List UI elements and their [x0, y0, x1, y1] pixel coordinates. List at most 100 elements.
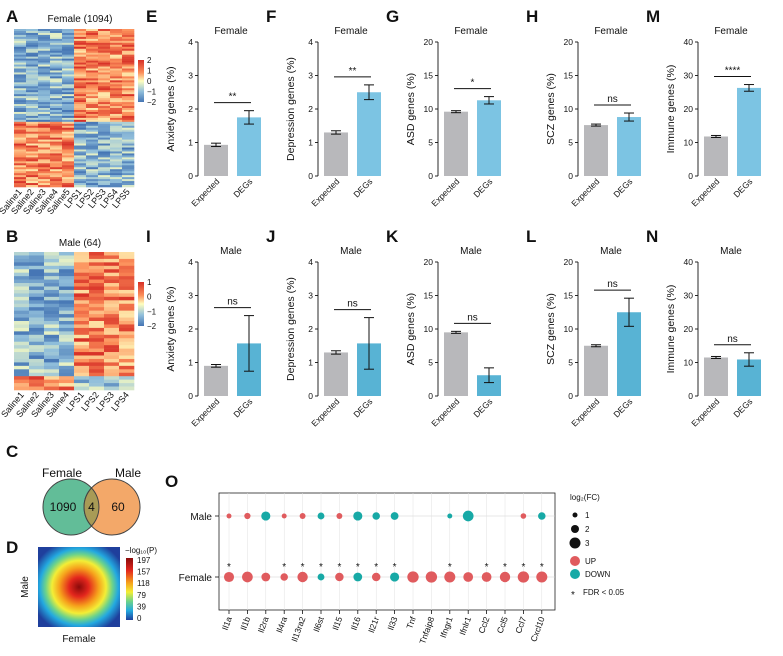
- legend-fdr-label: FDR < 0.05: [583, 588, 625, 597]
- heatmap-cell: [74, 92, 87, 95]
- heatmap-cell: [50, 117, 63, 121]
- heatmap-cell: [26, 173, 39, 176]
- heatmap-cell: [50, 100, 63, 103]
- heatmap-cell: [119, 345, 135, 349]
- heatmap-cell: [74, 133, 87, 136]
- heatmap-cell: [74, 317, 90, 322]
- heatmap-cell: [59, 321, 75, 325]
- heatmap-cell: [38, 117, 51, 121]
- heatmap-cell: [119, 265, 135, 270]
- heatmap-cell: [98, 167, 111, 170]
- heatmap-cell: [86, 50, 99, 53]
- heatmap-cell: [38, 72, 51, 75]
- heatmap-cell: [86, 90, 99, 93]
- heatmap-cell: [110, 137, 123, 140]
- heatmap-cell: [50, 44, 63, 48]
- heatmap-cell: [86, 121, 99, 125]
- heatmap-cell: [86, 98, 99, 101]
- heatmap-cell: [110, 96, 123, 99]
- heatmap-cell: [29, 383, 45, 387]
- heatmap-cell: [74, 310, 90, 315]
- fdr-star: *: [448, 562, 452, 573]
- fdr-star: *: [319, 562, 323, 573]
- heatmap-cell: [44, 252, 60, 256]
- heatmap-cell: [38, 149, 51, 152]
- dot-female-il16: [353, 572, 363, 582]
- heatmap-cell: [14, 115, 27, 119]
- heatmap-cell: [50, 108, 63, 111]
- heatmap-cell: [50, 86, 63, 89]
- x-tick-label: Expected: [189, 176, 221, 208]
- heatmap-cell: [86, 74, 99, 77]
- gene-label: Il4ra: [274, 615, 289, 634]
- dot-male-il1b: [244, 512, 251, 520]
- heatmap-cell: [89, 296, 105, 301]
- heatmap-cell: [14, 163, 27, 166]
- heatmap-cell: [119, 348, 135, 353]
- heatmap-cell: [89, 252, 105, 256]
- dot-female-il1b: [242, 571, 253, 583]
- heatmap-cell: [110, 56, 123, 59]
- heatmap-cell: [122, 169, 135, 172]
- bar-panel-j: J Male 0 1 2 3 4 Depression genes (%) Expected DE…: [266, 227, 381, 428]
- heatmap-cell: [44, 265, 60, 270]
- heatmap-cell: [98, 117, 111, 121]
- heatmap-cell: [14, 183, 27, 186]
- heatmap-cell: [38, 115, 51, 119]
- heatmap-cell: [14, 104, 27, 107]
- heatmap-cell: [50, 76, 63, 79]
- heatmap-legend-bar: [138, 282, 144, 326]
- x-tick-label: Expected: [189, 396, 221, 428]
- heatmap-cell: [44, 283, 60, 287]
- heatmap-cell: [59, 300, 75, 305]
- heatmap-cell: [62, 165, 75, 168]
- heatmap-cell: [14, 383, 30, 387]
- heatmap-cell: [122, 145, 135, 148]
- venn-female-only-count: 1090: [50, 500, 77, 514]
- heatmap-cell: [44, 289, 60, 294]
- heatmap-cell: [98, 109, 111, 113]
- heatmap-cell: [122, 149, 135, 152]
- heatmap-cell: [122, 121, 135, 125]
- heatmap-cell: [26, 111, 39, 115]
- heatmap-cell: [86, 145, 99, 148]
- legend-size-dot-1: [572, 512, 578, 518]
- heatmap-cell: [110, 62, 123, 65]
- rrho-x-axis-label: Female: [62, 634, 96, 645]
- heatmap-cell: [14, 358, 30, 363]
- heatmap-cell: [122, 157, 135, 160]
- x-tick-label: DEGs: [231, 396, 254, 419]
- heatmap-cell: [74, 171, 87, 174]
- heatmap-cell: [62, 177, 75, 180]
- heatmap-cell: [26, 163, 39, 166]
- heatmap-cell: [74, 321, 90, 325]
- heatmap-cell: [119, 293, 135, 298]
- heatmap-cell: [14, 78, 27, 81]
- heatmap-cell: [86, 32, 99, 36]
- heatmap-cell: [86, 133, 99, 136]
- heatmap-cell: [62, 133, 75, 136]
- heatmap-cell: [50, 127, 63, 131]
- rrho-legend-ticks: 197 157 118 79 39 0: [137, 556, 151, 623]
- heatmap-cell: [14, 117, 27, 121]
- heatmap-cell: [74, 348, 90, 353]
- heatmap-cell: [89, 265, 105, 270]
- heatmap-cell: [98, 36, 111, 40]
- heatmap-cell: [14, 155, 27, 158]
- heatmap-cell: [122, 151, 135, 154]
- heatmap-cell: [26, 165, 39, 168]
- heatmap-cell: [74, 303, 90, 308]
- heatmap-legend-tick: −2: [147, 98, 157, 107]
- dot-male-il6st: [317, 512, 325, 520]
- heatmap-cell: [14, 169, 27, 172]
- heatmap-cell: [14, 147, 27, 150]
- heatmap-cell: [14, 123, 27, 127]
- heatmap-cell: [14, 307, 30, 311]
- significance-label: ns: [607, 94, 618, 105]
- heatmap-cell: [14, 70, 27, 73]
- heatmap-cell: [110, 179, 123, 182]
- heatmap-cell: [74, 86, 87, 89]
- heatmap-cell: [50, 96, 63, 99]
